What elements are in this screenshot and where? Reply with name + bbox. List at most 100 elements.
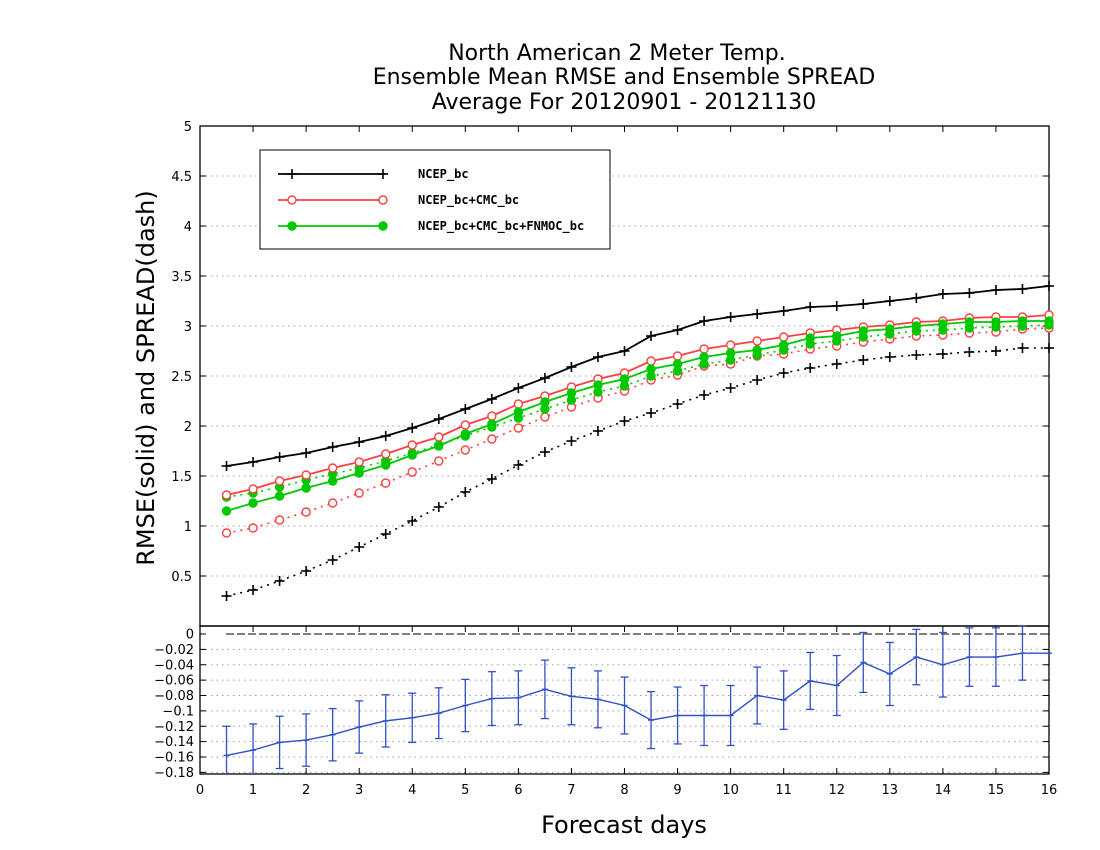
x-tick-label: 6: [514, 783, 522, 798]
series-line: [226, 324, 1050, 498]
x-tick-label: 8: [620, 783, 628, 798]
y-tick-label: −0.12: [154, 720, 194, 735]
x-tick-label: 12: [828, 783, 845, 798]
x-tick-label: 4: [408, 783, 416, 798]
open-circle-marker: [460, 445, 471, 455]
series-line: [226, 327, 1050, 534]
x-tick-label: 11: [775, 783, 792, 798]
legend-label: NCEP_bc+CMC_bc+FNMOC_bc: [418, 219, 584, 234]
series-line: [226, 314, 1050, 496]
x-tick-label: 1: [249, 783, 257, 798]
title-line-1: North American 2 Meter Temp.: [448, 41, 786, 66]
y-tick-label: 1.5: [171, 470, 192, 485]
y-tick-label: −0.14: [154, 735, 194, 750]
filled-circle-marker: [699, 352, 709, 362]
filled-circle-marker: [593, 380, 603, 390]
filled-circle-marker: [911, 321, 922, 331]
series-spread-ncep-bc: [221, 343, 1054, 601]
filled-circle-marker: [964, 317, 975, 327]
y-tick-label: 1: [184, 520, 192, 535]
open-circle-marker: [327, 498, 338, 508]
difference-series: [222, 625, 1052, 774]
x-tick-label: 2: [302, 783, 310, 798]
open-circle-marker: [434, 432, 444, 442]
series-spread-ncep-bc-cmc-bc: [221, 323, 1054, 538]
open-circle-marker: [378, 195, 388, 205]
open-circle-marker: [672, 351, 683, 361]
legend-label: NCEP_bc+CMC_bc: [418, 193, 519, 208]
open-circle-marker: [301, 470, 311, 480]
open-circle-marker: [407, 467, 417, 477]
y-tick-label: −0.02: [154, 643, 194, 658]
title-line-2: Ensemble Mean RMSE and Ensemble SPREAD: [373, 65, 876, 90]
x-tick-label: 3: [355, 783, 363, 798]
filled-circle-marker: [991, 317, 1001, 327]
x-tick-label: 16: [1041, 783, 1058, 798]
legend-item: NCEP_bc: [278, 167, 469, 182]
open-circle-marker: [752, 336, 762, 346]
filled-circle-marker: [354, 468, 364, 478]
legend: NCEP_bc NCEP_bc+CMC_bc NCEP_bc+CMC_bc+FNMO…: [259, 149, 611, 250]
filled-circle-marker: [287, 221, 297, 231]
legend-item: NCEP_bc+CMC_bc: [278, 193, 519, 208]
filled-circle-marker: [378, 221, 388, 231]
y-tick-label: 3.5: [171, 270, 192, 285]
open-circle-marker: [221, 528, 232, 538]
filled-circle-marker: [885, 324, 895, 334]
filled-circle-marker: [274, 491, 285, 501]
filled-circle-marker: [513, 407, 524, 417]
filled-circle-marker: [1044, 316, 1054, 326]
open-circle-marker: [725, 340, 736, 350]
open-circle-marker: [487, 411, 497, 421]
x-tick-label: 7: [567, 783, 575, 798]
y-tick-label: 5: [184, 120, 192, 135]
series-rmse-ncep-bc-cmc-bc-fnmoc-bc: [221, 316, 1054, 516]
filled-circle-marker: [460, 429, 471, 439]
open-circle-marker: [274, 476, 285, 486]
open-circle-marker: [354, 457, 364, 467]
series-line: [226, 347, 1049, 597]
legend-item: NCEP_bc+CMC_bc+FNMOC_bc: [278, 219, 584, 234]
legend-label: NCEP_bc: [418, 167, 469, 182]
filled-circle-marker: [248, 498, 258, 508]
y-tick-label: −0.16: [154, 751, 194, 766]
filled-circle-marker: [487, 419, 497, 429]
open-circle-marker: [513, 423, 524, 433]
y-axis-title: RMSE(solid) and SPREAD(dash): [132, 190, 160, 566]
open-circle-marker: [699, 344, 709, 354]
open-circle-marker: [274, 515, 285, 525]
y-tick-label: −0.04: [154, 658, 194, 673]
filled-circle-marker: [646, 364, 656, 374]
open-circle-marker: [778, 332, 789, 342]
y-tick-label: −0.18: [154, 766, 194, 781]
y-tick-label: −0.06: [154, 674, 194, 689]
open-circle-marker: [434, 456, 444, 466]
filled-circle-marker: [327, 476, 338, 486]
open-circle-marker: [460, 420, 471, 430]
difference-plot: 0−0.02−0.04−0.06−0.08−0.1−0.12−0.14−0.16…: [154, 625, 1058, 798]
filled-circle-marker: [752, 345, 762, 355]
x-axis-title: Forecast days: [541, 811, 707, 839]
title-line-3: Average For 20120901 - 20121130: [432, 90, 817, 115]
open-circle-marker: [327, 463, 338, 473]
open-circle-marker: [513, 399, 524, 409]
filled-circle-marker: [1017, 316, 1028, 326]
y-tick-label: 2.5: [171, 370, 192, 385]
open-circle-marker: [407, 440, 417, 450]
filled-circle-marker: [381, 460, 391, 470]
rmse-spread-plot: 0.5 1 1.5 2 2.5 3 3.5 4 4.5 5: [171, 120, 1054, 627]
filled-circle-marker: [619, 374, 630, 384]
difference-line: [226, 652, 1049, 757]
x-tick-label: 13: [882, 783, 899, 798]
filled-circle-marker: [858, 326, 868, 336]
y-tick-label: −0.1: [162, 704, 194, 719]
x-tick-label: 10: [722, 783, 739, 798]
y-tick-label: 4.5: [171, 170, 192, 185]
x-tick-label: 9: [673, 783, 681, 798]
filled-circle-marker: [434, 441, 444, 451]
y-tick-label: 0: [186, 628, 194, 643]
x-tick-label: 14: [935, 783, 952, 798]
chart-title: North American 2 Meter Temp. Ensemble Me…: [373, 41, 876, 115]
filled-circle-marker: [805, 333, 815, 343]
